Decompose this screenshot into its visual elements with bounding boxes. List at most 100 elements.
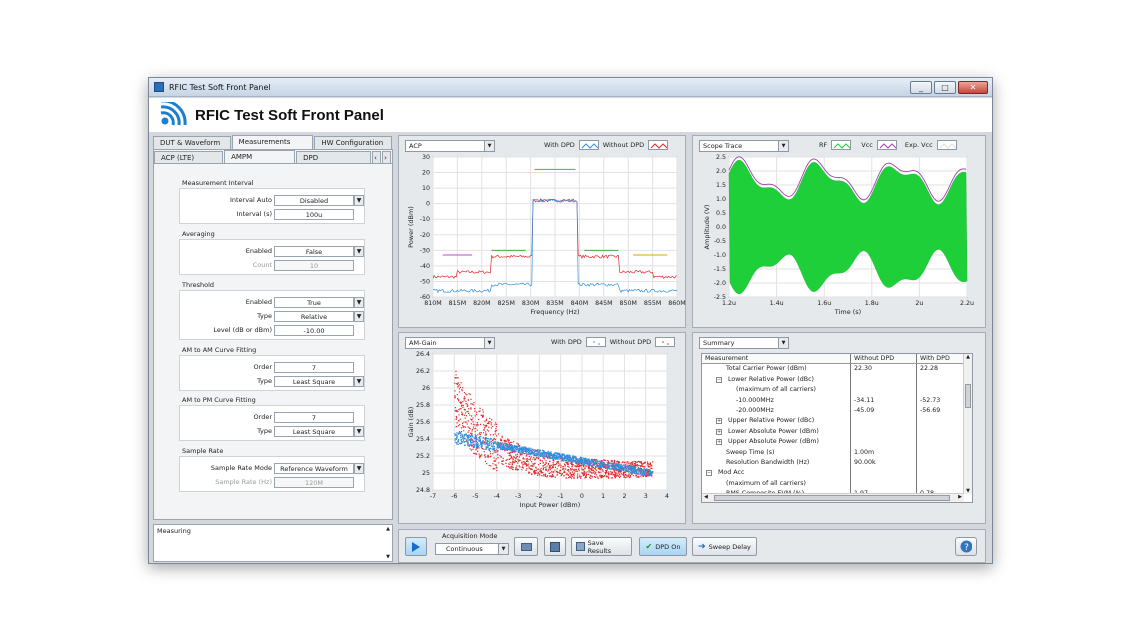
chevron-down-icon[interactable]: ▼	[354, 376, 364, 387]
scroll-down-icon[interactable]: ▼	[966, 488, 970, 494]
run-button[interactable]	[405, 537, 427, 556]
data-point	[628, 468, 630, 470]
close-button[interactable]: ✕	[958, 81, 988, 94]
tab-hw-configuration[interactable]: HW Configuration	[314, 136, 392, 149]
data-point	[602, 461, 605, 463]
collapse-icon[interactable]: −	[706, 470, 712, 477]
without-dpd-value: 22.30	[850, 364, 916, 375]
scope-view-select[interactable]: Scope Trace ▼	[699, 140, 789, 152]
data-point	[538, 473, 540, 475]
scroll-down-icon[interactable]: ▼	[386, 554, 390, 560]
scrollbar-thumb[interactable]	[714, 495, 950, 501]
am-pm-order-field[interactable]: 7	[274, 412, 354, 423]
maximize-button[interactable]: □	[934, 81, 956, 94]
scroll-up-icon[interactable]: ▲	[966, 354, 970, 360]
data-point	[613, 462, 615, 464]
data-point	[575, 459, 577, 461]
data-point	[591, 464, 594, 466]
data-point	[469, 432, 472, 434]
data-point	[511, 463, 513, 465]
x-tick-label: 845M	[595, 300, 612, 307]
summary-view-select[interactable]: Summary ▼	[699, 337, 789, 349]
data-point	[582, 461, 585, 464]
data-point	[466, 394, 468, 396]
data-point	[596, 460, 598, 462]
chevron-down-icon[interactable]: ▼	[354, 426, 364, 437]
data-point	[567, 477, 570, 479]
chevron-down-icon[interactable]: ▼	[354, 195, 364, 206]
scroll-left-icon[interactable]: ◀	[704, 494, 708, 500]
data-point	[636, 472, 638, 474]
chevron-down-icon[interactable]: ▼	[354, 246, 364, 257]
acquisition-mode-select[interactable]: Continuous ▼	[435, 543, 509, 555]
interval-auto-select[interactable]: Disabled	[274, 195, 354, 206]
chevron-down-icon[interactable]: ▼	[354, 311, 364, 322]
scroll-right-icon[interactable]: ▶	[958, 494, 962, 500]
data-point	[533, 464, 535, 466]
data-point	[505, 443, 507, 445]
help-button[interactable]: ?	[955, 537, 977, 556]
tab-dpd[interactable]: DPD	[296, 151, 372, 163]
data-point	[599, 463, 601, 466]
acp-view-select[interactable]: ACP ▼	[405, 140, 495, 152]
open-button[interactable]	[514, 537, 538, 556]
scrollbar-thumb[interactable]	[965, 384, 971, 408]
data-point	[608, 473, 610, 475]
data-point	[497, 444, 499, 447]
data-point	[534, 459, 536, 461]
tab-scroll-left[interactable]: ‹	[372, 151, 382, 163]
sample-rate-mode-select[interactable]: Reference Waveform	[274, 463, 354, 474]
horizontal-scrollbar[interactable]: ◀ ▶	[702, 493, 964, 502]
expand-icon[interactable]: +	[716, 418, 722, 425]
tab-scroll-right[interactable]: ›	[382, 151, 391, 163]
data-point	[584, 463, 586, 465]
tab-measurements[interactable]: Measurements	[231, 135, 314, 149]
data-point	[462, 387, 464, 389]
expand-icon[interactable]: +	[716, 439, 722, 446]
data-point	[556, 452, 558, 454]
data-point	[457, 386, 459, 388]
data-point	[463, 397, 465, 400]
amgain-view-select[interactable]: AM-Gain ▼	[405, 337, 495, 349]
am-am-type-select[interactable]: Least Square	[274, 376, 354, 387]
save-button[interactable]	[544, 537, 566, 556]
minimize-button[interactable]: _	[910, 81, 932, 94]
save-results-button[interactable]: Save Results	[571, 537, 632, 556]
chevron-down-icon[interactable]: ▼	[354, 297, 364, 308]
collapse-icon[interactable]: −	[716, 376, 722, 383]
without-dpd-value: 90.00k	[850, 457, 916, 469]
with-dpd-value	[916, 468, 962, 479]
data-point	[619, 475, 622, 477]
scroll-up-icon[interactable]: ▲	[386, 526, 390, 532]
interval-field[interactable]: 100u	[274, 209, 354, 220]
expand-icon[interactable]: +	[716, 428, 722, 435]
data-point	[593, 471, 595, 473]
averaging-enabled-select[interactable]: False	[274, 246, 354, 257]
vertical-scrollbar[interactable]: ▲ ▼	[963, 354, 972, 494]
dpd-on-toggle[interactable]: ✔ DPD On	[639, 537, 687, 556]
data-point	[466, 435, 469, 437]
sweep-delay-button[interactable]: ➔ Sweep Delay	[692, 537, 757, 556]
data-point	[552, 453, 554, 455]
data-point	[615, 464, 618, 466]
data-point	[635, 466, 637, 468]
data-point	[473, 428, 475, 430]
tab-dut-waveform[interactable]: DUT & Waveform	[153, 136, 231, 149]
threshold-level-field[interactable]: -10.00	[274, 325, 354, 336]
data-point	[567, 458, 569, 460]
data-point	[470, 438, 472, 441]
data-point	[489, 453, 492, 455]
tab-acp-lte[interactable]: ACP (LTE)	[154, 151, 224, 163]
data-point	[486, 446, 488, 448]
y-tick-label: 2.5	[716, 154, 726, 161]
am-pm-type-select[interactable]: Least Square	[274, 426, 354, 437]
data-point	[537, 472, 539, 475]
chevron-down-icon[interactable]: ▼	[354, 463, 364, 474]
threshold-type-select[interactable]: Relative	[274, 311, 354, 322]
threshold-enabled-select[interactable]: True	[274, 297, 354, 308]
tab-ampm[interactable]: AMPM	[224, 150, 296, 164]
data-point	[606, 469, 608, 471]
am-am-order-field[interactable]: 7	[274, 362, 354, 373]
data-point	[516, 456, 518, 458]
data-point	[553, 457, 555, 460]
